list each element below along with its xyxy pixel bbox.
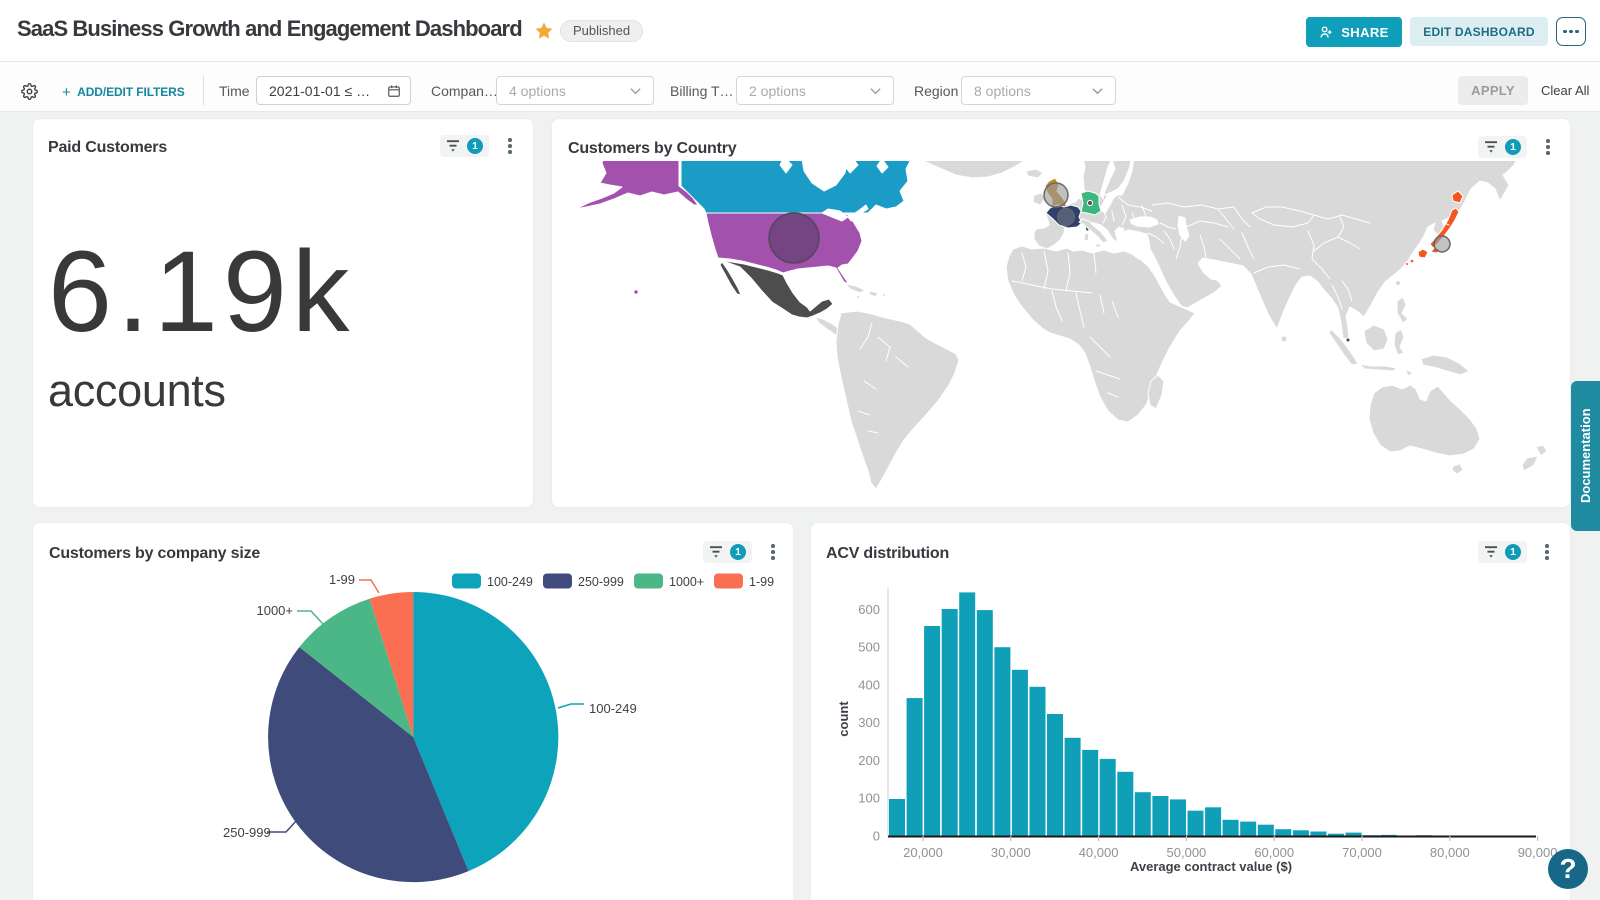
svg-text:60,000: 60,000 [1254, 845, 1294, 860]
svg-text:100-249: 100-249 [589, 701, 637, 716]
svg-text:300: 300 [858, 715, 880, 730]
svg-text:Average contract value ($): Average contract value ($) [1130, 859, 1292, 874]
svg-text:0: 0 [873, 829, 880, 844]
svg-text:70,000: 70,000 [1342, 845, 1382, 860]
svg-text:20,000: 20,000 [903, 845, 943, 860]
svg-text:1-99: 1-99 [749, 575, 774, 589]
svg-text:600: 600 [858, 602, 880, 617]
svg-text:250-999: 250-999 [578, 575, 624, 589]
svg-text:80,000: 80,000 [1430, 845, 1470, 860]
svg-text:100: 100 [858, 791, 880, 806]
svg-text:250-999: 250-999 [223, 825, 271, 840]
svg-text:1000+: 1000+ [669, 575, 704, 589]
svg-text:400: 400 [858, 677, 880, 692]
svg-text:200: 200 [858, 753, 880, 768]
svg-text:100-249: 100-249 [487, 575, 533, 589]
svg-text:40,000: 40,000 [1079, 845, 1119, 860]
svg-text:1000+: 1000+ [256, 603, 293, 618]
svg-text:500: 500 [858, 640, 880, 655]
svg-text:30,000: 30,000 [991, 845, 1031, 860]
svg-text:count: count [836, 701, 851, 737]
svg-text:90,000: 90,000 [1518, 845, 1558, 860]
svg-text:1-99: 1-99 [329, 572, 355, 587]
svg-text:50,000: 50,000 [1167, 845, 1207, 860]
